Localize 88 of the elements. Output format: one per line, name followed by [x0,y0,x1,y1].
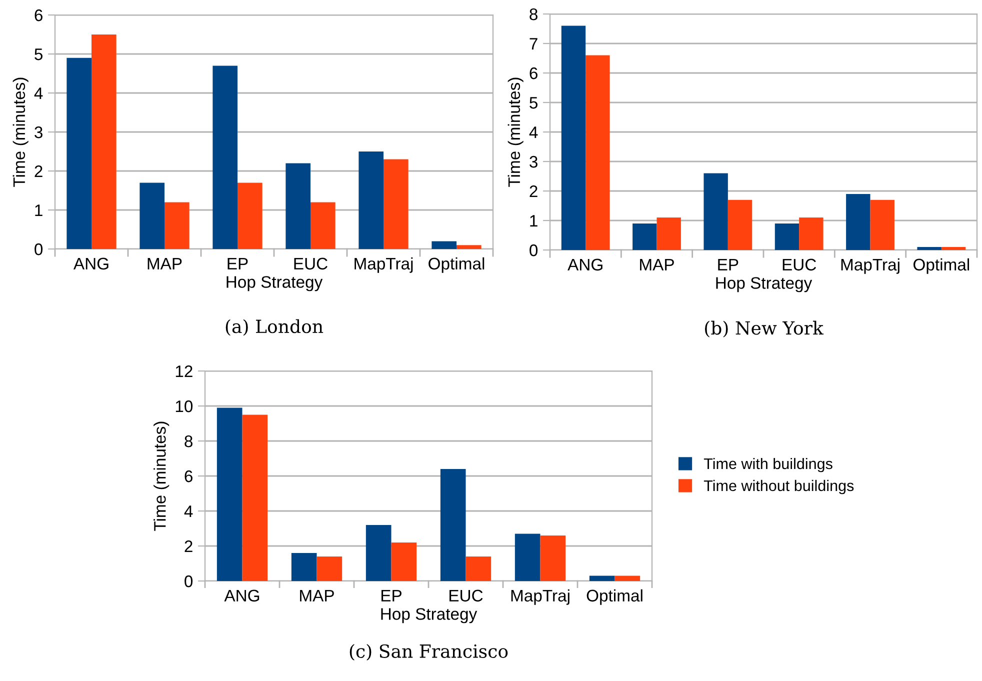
y-tick-label: 7 [530,38,538,50]
bar [66,58,92,249]
y-tick-label: 3 [530,156,538,168]
x-tick-label: EP [382,590,402,602]
bar [728,200,752,250]
x-tick-label: EP [228,258,248,270]
y-tick-label: 8 [184,435,192,448]
bar [242,414,268,581]
x-tick-label: MAP [640,258,674,270]
y-tick-label: 0 [34,243,43,256]
x-tick-label: MapTraj [354,257,413,273]
bar [846,194,870,250]
y-tick-label: 6 [34,9,42,22]
legend-label: Time without buildings [704,480,854,494]
legend-label: Time with buildings [704,458,832,472]
y-tick-label: 8 [530,8,538,20]
x-tick-label: MAP [300,590,334,602]
y-axis-title: Time (minutes) [12,78,28,187]
y-tick-label: 12 [176,365,192,378]
bar [140,182,164,249]
y-tick-label: 10 [176,400,193,412]
y-axis-title: Time (minutes) [154,422,170,531]
bar [704,173,728,250]
bar [514,534,540,581]
y-tick-label: 1 [530,215,538,227]
x-tick-label: EUC [450,590,483,602]
bar [456,245,482,249]
x-tick-label: ANG [224,590,260,602]
y-tick-label: 5 [530,97,538,109]
x-tick-label: Optimal [913,258,970,274]
y-tick-label: 3 [34,126,42,138]
bar [774,223,800,250]
bar [366,525,392,581]
bar [561,26,586,250]
y-tick-label: 1 [35,204,42,216]
x-tick-label: ANG [568,258,602,271]
bar [216,408,242,581]
bar [656,218,681,250]
x-tick-label: ANG [73,258,108,270]
x-tick-label: EUC [294,258,328,270]
y-tick-label: 0 [184,575,193,588]
bar [92,34,116,249]
x-tick-label: MAP [148,258,182,270]
x-tick-label: MapTraj [511,589,570,605]
y-tick-label: 4 [529,126,538,138]
bar [799,218,824,250]
y-tick-label: 2 [184,540,192,552]
y-tick-label: 2 [34,165,42,178]
bar [316,556,342,581]
text: (c) San Francisco [350,644,508,661]
bar [917,247,942,250]
x-axis-title: Hop Strategy [226,276,323,292]
bar [310,202,336,249]
bar [238,182,262,249]
y-tick-label: 0 [530,244,538,256]
bar [589,576,615,581]
x-axis-title: Hop Strategy [716,277,812,292]
bar [391,542,417,581]
x-tick-label: MapTraj [841,258,900,274]
y-tick-label: 4 [184,506,193,518]
text: (b) New York [705,320,824,338]
bar [212,66,238,249]
text: (a) London [226,319,324,336]
bar [540,536,566,581]
y-tick-label: 6 [184,470,192,482]
bar [384,159,408,249]
bar [941,247,966,250]
bar [432,241,456,249]
x-tick-label: Optimal [586,589,642,605]
x-tick-label: EP [718,258,738,270]
bar [614,576,640,581]
bar [870,200,894,250]
x-tick-label: Optimal [428,257,484,273]
y-tick-label: 6 [530,67,538,80]
y-tick-label: 5 [34,48,42,60]
x-tick-label: EUC [782,258,816,271]
bar [440,469,466,581]
bar [291,553,317,581]
y-tick-label: 2 [530,185,538,198]
bar [164,202,190,249]
y-axis-title: Time (minutes) [508,78,524,187]
bar [286,163,310,249]
bar [358,152,384,249]
bar [586,55,610,250]
bar [466,556,492,581]
x-axis-title: Hop Strategy [381,608,478,624]
y-tick-label: 4 [34,88,43,100]
bar [632,223,657,250]
